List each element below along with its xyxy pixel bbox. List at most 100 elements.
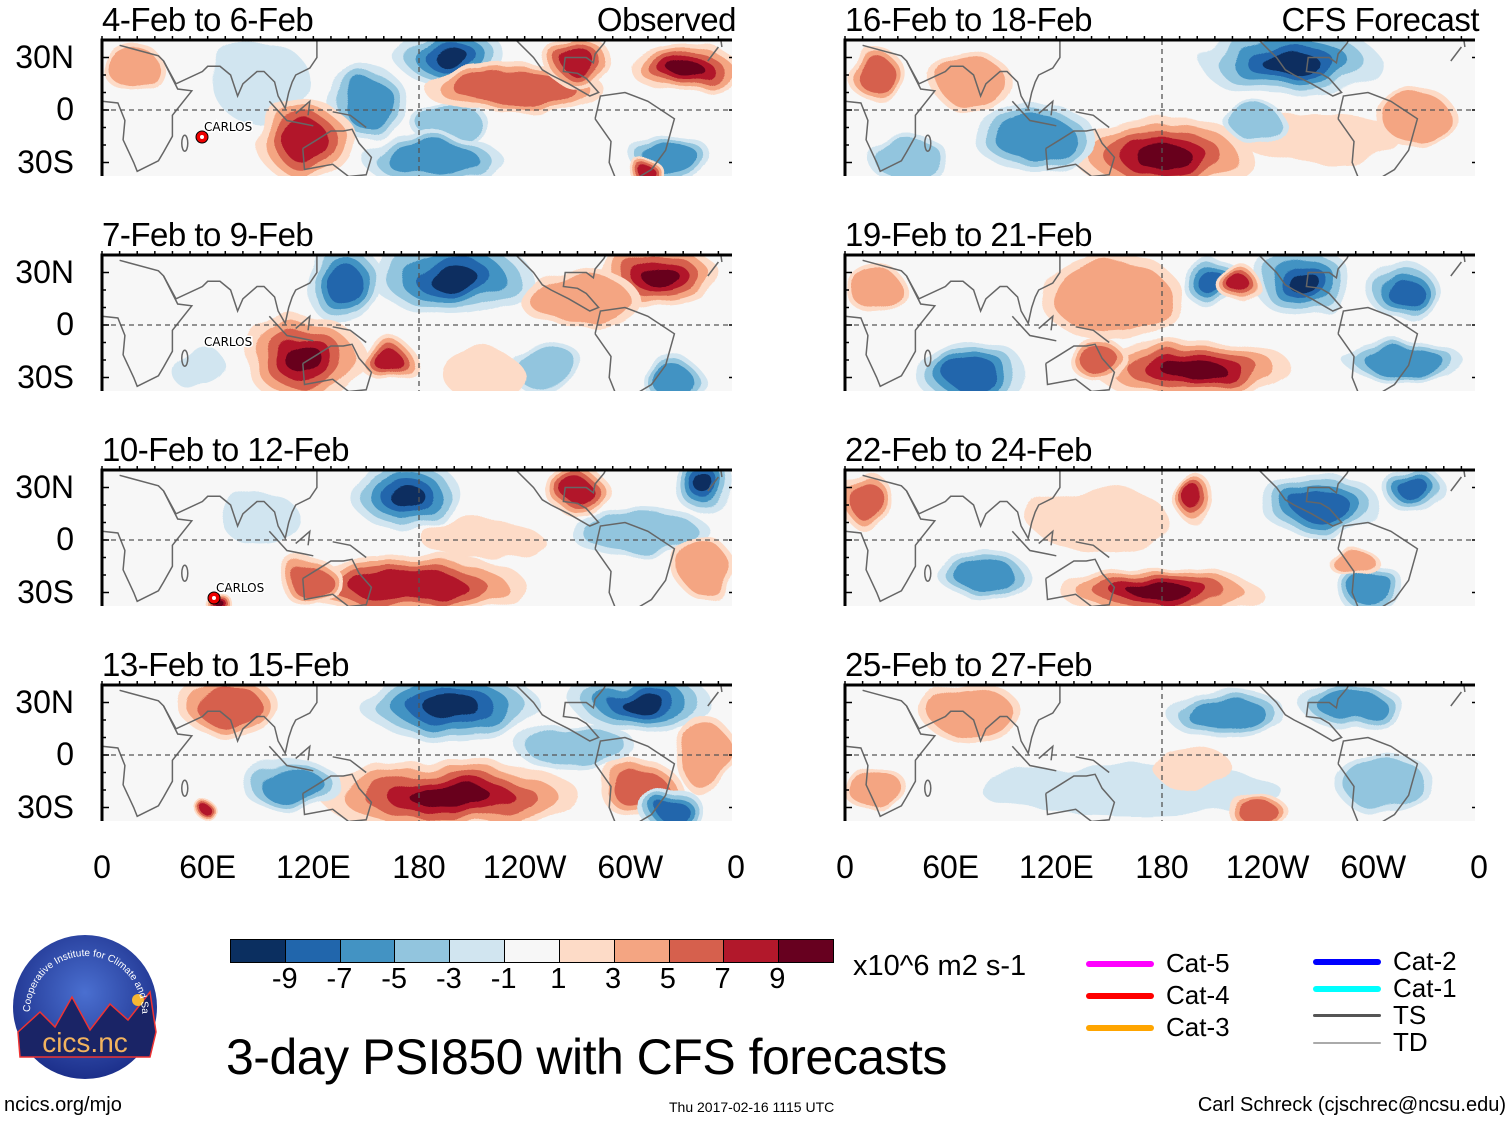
- colorbar-swatch: [613, 940, 669, 962]
- coastline: [1045, 773, 1116, 821]
- coastline: [1011, 100, 1057, 127]
- negative-anomaly-contour: [1319, 689, 1386, 723]
- lat-label: 30S: [17, 788, 74, 825]
- coastline: [162, 470, 318, 541]
- coastline: [707, 476, 719, 492]
- coastline: [924, 564, 932, 582]
- track-line-swatch: [1313, 1041, 1381, 1044]
- colorbar-label: -3: [436, 963, 462, 995]
- colorbar-swatch: [723, 940, 779, 962]
- lon-label: 180: [1135, 849, 1189, 885]
- track-line-swatch: [1086, 960, 1154, 967]
- positive-anomaly-contour: [1153, 749, 1234, 789]
- positive-anomaly-contour: [930, 688, 1014, 738]
- colorbar-swatch: [339, 940, 395, 962]
- coastline: [268, 745, 314, 772]
- negative-anomaly-contour: [259, 769, 326, 803]
- map-panel: [843, 251, 1475, 391]
- legend-item: Cat-4: [1086, 980, 1230, 1011]
- lat-label: 0: [56, 736, 74, 772]
- coastline: [1011, 315, 1057, 342]
- map-panel: CARLOS: [100, 251, 732, 391]
- legend-item: Cat-2: [1313, 946, 1457, 977]
- track-line-swatch: [1086, 1024, 1154, 1031]
- panel-title: 22-Feb to 24-Feb: [845, 431, 1092, 468]
- coastline: [1450, 261, 1462, 277]
- coastline: [1258, 685, 1350, 742]
- logo-text: cics.nc: [42, 1027, 128, 1058]
- negative-anomaly-contour: [421, 694, 480, 718]
- map-panel: [843, 681, 1475, 821]
- colorbar-label: -5: [381, 963, 408, 995]
- coastline: [268, 530, 314, 557]
- positive-anomaly-contour: [291, 565, 332, 599]
- negative-anomaly-contour: [1348, 572, 1395, 606]
- lat-label: 30S: [17, 573, 74, 610]
- positive-anomaly-contour: [938, 57, 1005, 107]
- colorbar-label: -1: [490, 963, 517, 995]
- coastline: [1337, 333, 1359, 391]
- legend-label: Cat-1: [1393, 973, 1457, 1003]
- colorbar-label: -7: [326, 963, 353, 995]
- positive-anomaly-contour: [372, 350, 402, 370]
- lat-label: 30N: [15, 683, 74, 720]
- coastline: [1258, 255, 1350, 312]
- lon-label: 180: [392, 849, 446, 885]
- map-panel: [100, 681, 732, 821]
- coastline: [1258, 470, 1350, 527]
- lon-label: 120E: [275, 849, 351, 885]
- storm-label: CARLOS: [216, 581, 264, 595]
- colorbar-label: 9: [769, 963, 786, 995]
- coastline: [181, 564, 189, 582]
- negative-anomaly-contour: [433, 47, 469, 67]
- lon-label: 120W: [482, 849, 567, 885]
- positive-anomaly-contour: [1228, 273, 1248, 293]
- coastline: [1337, 118, 1359, 176]
- positive-anomaly-contour: [285, 345, 325, 375]
- negative-anomaly-contour: [388, 484, 424, 507]
- track-line-swatch: [1313, 1014, 1381, 1017]
- figure-title: 3-day PSI850 with CFS forecasts: [226, 1029, 947, 1085]
- positive-anomaly-contour: [847, 478, 881, 518]
- coastline: [594, 333, 616, 391]
- positive-anomaly-contour: [409, 785, 493, 809]
- positive-anomaly-contour: [527, 272, 628, 322]
- coastline: [1045, 128, 1116, 176]
- negative-anomaly-contour: [417, 107, 484, 141]
- lon-label: 120W: [1225, 849, 1310, 885]
- positive-anomaly-contour: [347, 570, 466, 600]
- legend-label: Cat-3: [1166, 1012, 1230, 1042]
- negative-anomaly-contour: [385, 142, 478, 176]
- positive-anomaly-contour: [679, 543, 730, 593]
- panel-title: 16-Feb to 18-Feb: [845, 1, 1092, 38]
- negative-anomaly-contour: [995, 114, 1075, 162]
- coastline: [905, 685, 1061, 756]
- positive-anomaly-contour: [856, 58, 897, 92]
- positive-anomaly-contour: [562, 478, 593, 504]
- coastline: [332, 326, 367, 344]
- colorbar-label: 1: [550, 963, 567, 995]
- positive-anomaly-contour: [204, 808, 215, 819]
- lon-label: 60W: [1340, 849, 1407, 885]
- footer-url: ncics.org/mjo: [4, 1094, 122, 1116]
- colorbar-swatch: [504, 940, 559, 962]
- coastline: [162, 40, 318, 111]
- positive-anomaly-contour: [442, 349, 523, 391]
- negative-anomaly-contour: [323, 263, 363, 303]
- negative-anomaly-contour: [167, 347, 228, 387]
- panel-source-label: Observed: [596, 1, 737, 38]
- storm-label: CARLOS: [204, 120, 252, 134]
- colorbar-units: x10^6 m2 s-1: [853, 950, 1027, 982]
- colorbar-swatch: [558, 940, 614, 962]
- negative-anomaly-contour: [652, 364, 693, 391]
- coastline: [1450, 476, 1462, 492]
- coastline: [515, 470, 607, 527]
- coastline: [594, 763, 616, 821]
- coastline: [302, 558, 373, 606]
- panel-title: 7-Feb to 9-Feb: [102, 216, 314, 253]
- map-panel: CARLOS: [100, 466, 732, 606]
- colorbar-swatch: [449, 940, 505, 962]
- negative-anomaly-contour: [1285, 269, 1318, 292]
- coastline: [1075, 326, 1110, 344]
- coastline: [181, 779, 189, 797]
